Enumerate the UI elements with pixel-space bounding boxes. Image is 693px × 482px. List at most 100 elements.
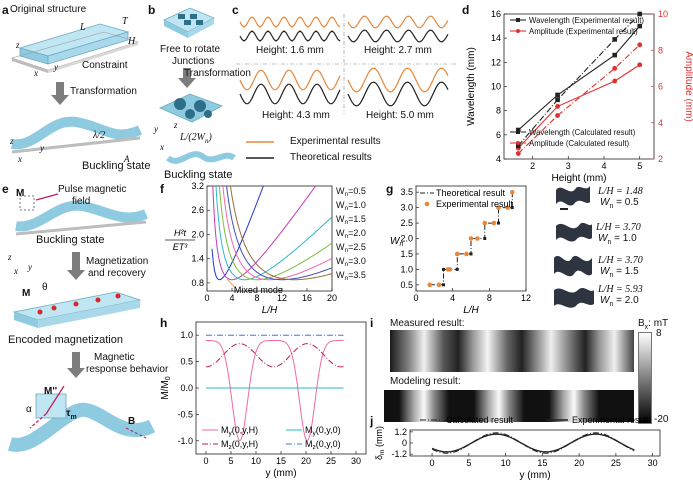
y-tick-label: 8 — [496, 106, 501, 116]
y2-tick-label: 2 — [658, 154, 663, 164]
axis-z-a2: z — [10, 136, 14, 146]
height-4: Height: 5.0 mm — [366, 110, 434, 121]
cbar-min: -20 — [654, 414, 669, 425]
y-axis-label: M/M0 — [160, 376, 172, 399]
x-tick-label: 4 — [450, 293, 455, 303]
legend-label-0: My(0,y,H) — [221, 425, 258, 437]
exp-point-0 — [427, 282, 433, 288]
x-tick-label: 8 — [254, 293, 259, 303]
theory-point-11 — [510, 206, 514, 210]
arrow-stem-a — [56, 82, 64, 96]
legend-label-3: Amplitude (Calculated result) — [529, 139, 630, 148]
y-axis-num: H²t — [174, 228, 186, 238]
axis-y-a: y — [54, 62, 58, 72]
y-tick-label: -0.5 — [177, 409, 193, 419]
legend-exp-c: Experimental results — [290, 136, 381, 147]
y-tick-label: 1.2 — [394, 427, 407, 437]
dim-H: H — [128, 36, 136, 47]
point-1-3 — [637, 62, 643, 68]
shape-images — [554, 186, 594, 308]
exp-point-11 — [505, 205, 510, 210]
arrow-stem-b — [183, 68, 191, 80]
exp-point-3 — [447, 267, 453, 272]
measured-label: Measured result: — [390, 318, 465, 329]
legend-marker-2 — [516, 130, 520, 134]
x-axis-label: Height (mm) — [551, 173, 606, 184]
axis-z-e: z — [8, 252, 12, 262]
point-2-0 — [515, 143, 521, 149]
y-tick-label: 4 — [496, 154, 501, 164]
y-tick-label: 16 — [491, 9, 501, 19]
point-2-1 — [555, 97, 560, 103]
x-tick-label: 0 — [413, 293, 418, 303]
point-3-0 — [515, 151, 521, 156]
img-2-wn: Wn = 1.0 — [598, 233, 637, 246]
M-e: M — [16, 188, 25, 199]
panel-a-label: a — [2, 3, 9, 17]
theory-point-1 — [442, 283, 445, 287]
legend-item-5: Wn=3.0 — [336, 256, 366, 268]
height-3: Height: 4.3 mm — [262, 110, 330, 121]
axis-x-e: x — [14, 266, 18, 276]
x-tick-label: 25 — [611, 458, 621, 468]
free-rotate: Free to rotate — [160, 44, 221, 55]
curve-0 — [211, 186, 264, 281]
chart-f: 0 4 8 12 16 20 0.8 1.4 2.0 2.6 3.2 L/H H²t ET³ Mixed m… — [165, 181, 366, 316]
point-0-3 — [637, 23, 643, 29]
img-1-wn: Wn = 0.5 — [600, 197, 639, 210]
y-tick-label: 3.5 — [400, 187, 413, 197]
curve-6 — [229, 186, 332, 281]
series-line-3 — [517, 44, 641, 154]
panel-h-label: h — [160, 316, 168, 330]
wave-c-3-theo — [347, 81, 449, 107]
x-tick-label: 10 — [501, 458, 511, 468]
legend-item-1: Wn=1.0 — [336, 200, 366, 212]
x-tick-label: 10 — [251, 456, 261, 466]
Mpp-e: M'' — [44, 386, 58, 397]
legend-label-0: Wavelength (Experimental result) — [529, 16, 644, 25]
y-axis-label: Wn — [390, 236, 403, 248]
wave-c-2-theo — [239, 83, 341, 105]
legend-label-2: Mz(0,y,H) — [221, 439, 258, 451]
wave-c-3-exp — [347, 67, 449, 93]
y-tick-label: 6 — [496, 130, 501, 140]
x-tick-label: 5 — [466, 458, 471, 468]
img-3-ratio: L/H = 3.70 — [598, 255, 643, 266]
series-0 — [206, 340, 344, 442]
theta-e: θ — [42, 282, 48, 293]
panel-f-label: f — [160, 182, 164, 196]
img-4-ratio: L/H = 5.93 — [598, 284, 643, 295]
x-tick-label: 8 — [487, 293, 492, 303]
axis-x-a: x — [34, 68, 38, 78]
x-tick-label: 12 — [277, 293, 287, 303]
point-0-1 — [555, 92, 560, 98]
panel-g-label: g — [386, 182, 394, 196]
img-4-wn: Wn = 2.0 — [600, 295, 639, 308]
height-2: Height: 2.7 mm — [364, 45, 432, 56]
legend-item-3: Wn=2.0 — [336, 228, 366, 240]
wave-b — [166, 151, 236, 164]
exp-point-1 — [436, 282, 442, 288]
x-tick-label: 3 — [566, 161, 571, 171]
theory-point-5 — [469, 252, 473, 256]
x-tick-label: 20 — [574, 458, 584, 468]
y-tick-label: 3.0 — [400, 203, 413, 213]
y-tick-label: 0.8 — [191, 278, 204, 288]
legend-exp: Experimental result — [572, 415, 650, 425]
y-tick-label: -1.2 — [391, 449, 407, 459]
y-axis-label: δm (mm) — [374, 426, 386, 460]
panel-c-waves — [236, 14, 456, 114]
exp-point-12 — [509, 189, 515, 195]
arrow-head-e1 — [67, 270, 85, 280]
modeling-map — [384, 390, 634, 422]
x-tick-label: 12 — [521, 293, 531, 303]
y-tick-label: 12 — [491, 57, 501, 67]
legend-theo-c: Theoretical results — [290, 152, 372, 163]
series-1 — [431, 433, 635, 453]
y-tick-label: -1.0 — [177, 436, 193, 446]
x-axis-label: y (mm) — [265, 468, 296, 479]
x-tick-label: 0 — [204, 293, 209, 303]
curve-3 — [218, 186, 332, 281]
x-axis-label: y (mm) — [519, 470, 550, 481]
legend-label-3: Mz(0,y,0) — [305, 439, 341, 451]
